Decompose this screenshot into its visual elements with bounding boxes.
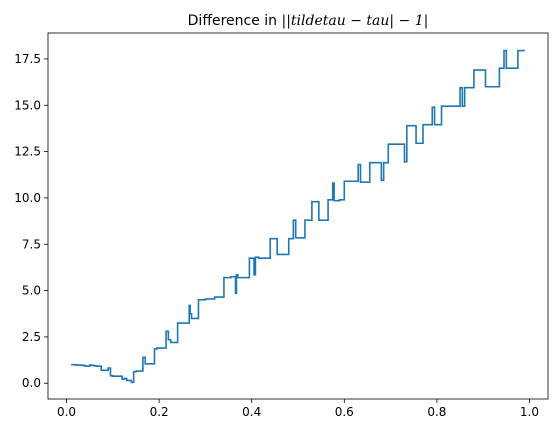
- axes-frame: [47, 32, 549, 400]
- plot-series-group: [71, 49, 525, 384]
- y-tick-label: 15.0: [14, 98, 41, 112]
- x-tick-label: 0.2: [150, 405, 169, 419]
- y-tick-label: 7.5: [22, 237, 41, 251]
- x-axis: 0.0 0.2 0.4 0.6 0.8 1.0: [57, 399, 539, 419]
- y-tick-label: 0.0: [22, 376, 41, 390]
- x-tick-label: 0.4: [242, 405, 261, 419]
- x-tick-label: 0.0: [57, 405, 76, 419]
- series-line: [71, 49, 525, 384]
- x-tick-label: 0.6: [335, 405, 354, 419]
- x-tick-label: 1.0: [520, 405, 539, 419]
- y-tick-label: 10.0: [14, 191, 41, 205]
- y-tick-label: 12.5: [14, 145, 41, 159]
- y-tick-label: 17.5: [14, 52, 41, 66]
- chart-title-math: ||tildetau − tau| − 1|: [282, 13, 429, 29]
- x-tick-label: 0.8: [427, 405, 446, 419]
- y-axis: 0.0 2.5 5.0 7.5 10.0 12.5 15.0 17.5: [14, 52, 48, 390]
- chart-title: Difference in ||tildetau − tau| − 1|: [188, 13, 429, 29]
- y-tick-label: 5.0: [22, 284, 41, 298]
- y-tick-label: 2.5: [22, 330, 41, 344]
- chart-title-prefix: Difference in: [188, 13, 282, 29]
